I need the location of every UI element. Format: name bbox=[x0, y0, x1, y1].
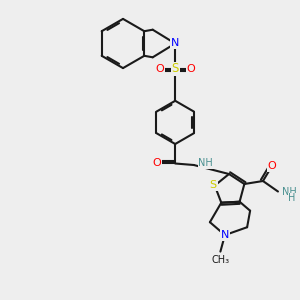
Text: CH₃: CH₃ bbox=[211, 255, 230, 265]
Text: O: O bbox=[186, 64, 195, 74]
Text: H: H bbox=[288, 193, 296, 203]
Text: S: S bbox=[210, 180, 217, 190]
Text: N: N bbox=[221, 230, 229, 240]
Text: O: O bbox=[153, 158, 162, 169]
Text: S: S bbox=[172, 62, 179, 76]
Text: N: N bbox=[171, 38, 179, 49]
Text: O: O bbox=[155, 64, 164, 74]
Text: O: O bbox=[268, 161, 276, 171]
Text: NH: NH bbox=[198, 158, 213, 168]
Text: NH: NH bbox=[282, 187, 296, 196]
